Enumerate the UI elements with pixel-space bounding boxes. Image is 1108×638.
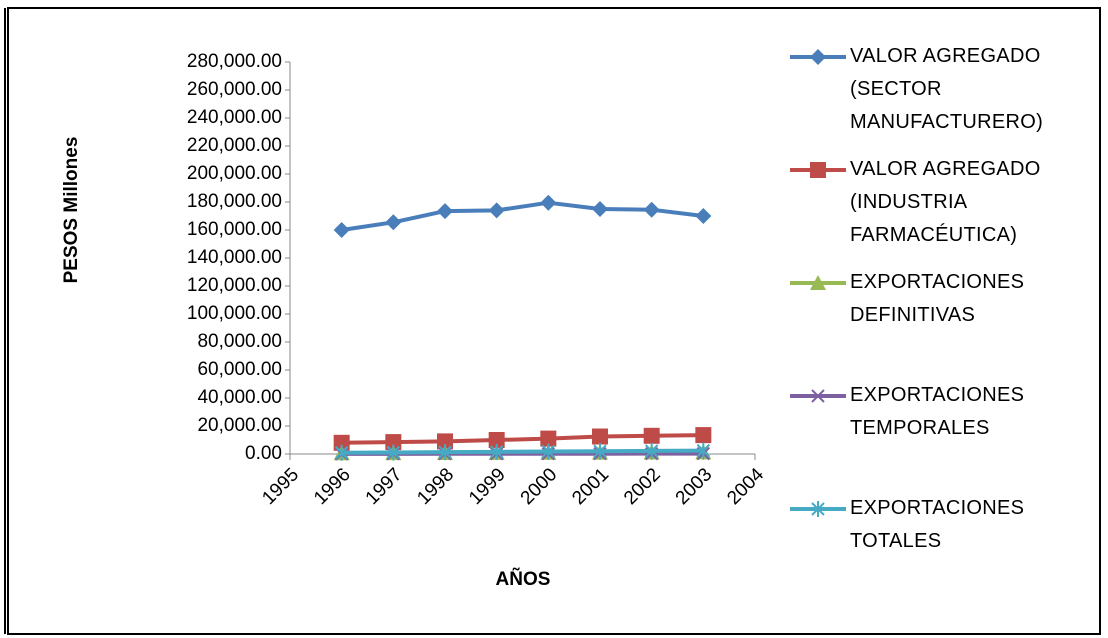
- marker: [592, 428, 608, 445]
- y-tick-label: 60,000.00: [197, 359, 282, 380]
- marker: [643, 427, 660, 444]
- y-tick-label: 0.00: [245, 443, 282, 464]
- frame: [7, 7, 1101, 635]
- marker: [386, 444, 401, 461]
- x-tick-label: 2001: [568, 464, 613, 509]
- marker: [695, 427, 712, 444]
- marker: [540, 430, 557, 447]
- y-tick-label: 200,000.00: [187, 163, 282, 184]
- series-line: [341, 448, 704, 455]
- y-tick-label: 260,000.00: [187, 79, 282, 100]
- legend-marker: [810, 275, 826, 290]
- x-tick-label: 1996: [310, 464, 355, 509]
- x-tick-label: 1995: [258, 464, 303, 509]
- y-tick-label: 20,000.00: [197, 415, 282, 436]
- marker: [333, 434, 350, 451]
- series-line: [341, 433, 704, 445]
- marker: [334, 444, 349, 461]
- y-axis-title: PESOS Millones: [61, 137, 82, 284]
- legend-label: VALOR AGREGADO (INDUSTRIA FARMACÉUTICA): [850, 158, 1041, 246]
- marker: [696, 442, 711, 459]
- x-tick-label: 1998: [413, 464, 458, 509]
- marker: [488, 202, 505, 219]
- x-tick-label: 2003: [672, 464, 717, 509]
- marker: [695, 208, 712, 224]
- marker: [385, 214, 402, 231]
- legend-marker: [810, 162, 826, 178]
- y-tick-label: 220,000.00: [187, 135, 282, 156]
- legend-marker: [810, 275, 826, 290]
- marker: [385, 434, 402, 451]
- y-tick-label: 100,000.00: [187, 303, 282, 324]
- frame-edge: [4, 8, 6, 634]
- legend-label: EXPORTACIONES TEMPORALES: [850, 384, 1025, 439]
- marker: [540, 194, 557, 211]
- y-tick-label: 240,000.00: [187, 107, 282, 128]
- series-line: [341, 200, 704, 232]
- y-tick-label: 40,000.00: [197, 387, 282, 408]
- marker: [593, 443, 607, 460]
- marker: [437, 433, 453, 450]
- y-tick-label: 140,000.00: [187, 247, 282, 268]
- x-tick-label: 2002: [620, 464, 665, 509]
- marker: [541, 443, 556, 460]
- legend-label: VALOR AGREGADO (SECTOR MANUFACTURERO): [850, 45, 1044, 133]
- legend-marker: [810, 49, 826, 65]
- legend-marker: [810, 49, 826, 65]
- y-tick-label: 160,000.00: [187, 219, 282, 240]
- y-tick-label: 80,000.00: [197, 331, 282, 352]
- y-tick-label: 280,000.00: [187, 51, 282, 72]
- legend-marker: [810, 162, 826, 178]
- x-axis-title: AÑOS: [496, 568, 551, 590]
- marker: [488, 432, 505, 448]
- marker: [489, 443, 504, 460]
- x-tick-label: 1997: [362, 464, 407, 509]
- legend-label: EXPORTACIONES TOTALES: [850, 497, 1025, 552]
- marker: [592, 201, 608, 217]
- marker: [644, 442, 659, 459]
- legend-marker: [811, 389, 825, 403]
- marker: [437, 203, 453, 220]
- marker: [438, 444, 452, 461]
- x-tick-label: 2004: [723, 464, 768, 509]
- legend-marker: [811, 389, 825, 403]
- y-tick-label: 180,000.00: [187, 191, 282, 212]
- legend-marker: [811, 501, 825, 517]
- x-tick-label: 2000: [517, 464, 562, 509]
- marker: [333, 222, 350, 238]
- x-tick-label: 1999: [465, 464, 510, 509]
- y-tick-label: 120,000.00: [187, 275, 282, 296]
- legend-marker: [811, 501, 825, 517]
- legend-label: EXPORTACIONES DEFINITIVAS: [850, 271, 1025, 326]
- marker: [643, 201, 660, 218]
